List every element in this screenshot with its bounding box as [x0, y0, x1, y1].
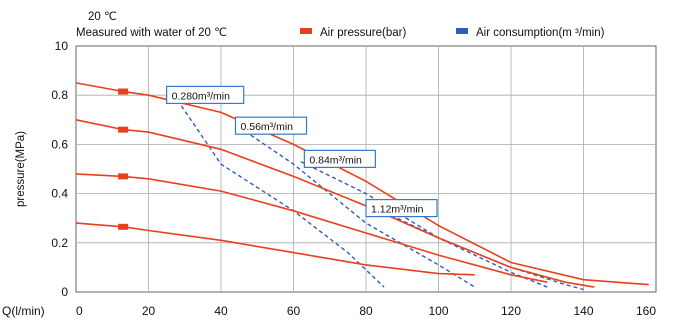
- y-tick-label: 0.8: [51, 88, 68, 102]
- x-tick-label: 60: [287, 304, 301, 318]
- x-tick-label: 80: [359, 304, 373, 318]
- legend-pressure-label: Air pressure(bar): [320, 27, 406, 39]
- x-tick-label: 140: [573, 304, 593, 318]
- y-axis-ticks: 0 0.2 0.4 0.6 0.8 10: [51, 39, 68, 299]
- legend: Air pressure(bar) Air consumption(m ³/mi…: [300, 27, 605, 39]
- consumption-label-box: [303, 149, 376, 168]
- y-tick-label: 0.2: [51, 236, 68, 250]
- legend-pressure-swatch: [300, 28, 312, 34]
- pressure-marker: [118, 126, 129, 133]
- consumption-label-box: [365, 198, 438, 218]
- y-tick-label: 0.6: [51, 137, 68, 151]
- header-measurement-note: Measured with water of 20 ℃: [76, 27, 227, 39]
- legend-consumption-label: Air consumption(m ³/min): [476, 27, 605, 39]
- x-tick-label: 20: [142, 304, 156, 318]
- x-tick-label: 160: [636, 304, 656, 318]
- y-axis-label: pressure(MPa): [15, 131, 27, 207]
- consumption-label-box: [234, 116, 308, 135]
- pressure-markers: [118, 88, 129, 230]
- air-consumption-line: [238, 126, 476, 288]
- consumption-labels: 0.280m³/min 0.56m³/min 0.84m³/min 1.12m³/mi…: [166, 85, 438, 218]
- y-tick-label: 0.4: [51, 187, 68, 201]
- x-axis-label: Q(l/min): [2, 304, 45, 318]
- y-tick-label: 10: [55, 39, 69, 53]
- pressure-marker: [118, 223, 129, 230]
- consumption-label-text: 0.280m³/min: [172, 90, 231, 102]
- x-tick-label: 0: [76, 304, 83, 318]
- legend-consumption-swatch: [456, 28, 468, 34]
- x-tick-label: 100: [428, 304, 448, 318]
- x-tick-label: 40: [214, 304, 228, 318]
- consumption-label-text: 1.12m³/min: [371, 204, 424, 216]
- consumption-label-text: 0.56m³/min: [241, 121, 294, 133]
- air-pressure-line: [75, 173, 548, 283]
- pressure-marker: [118, 88, 129, 95]
- pressure-marker: [118, 173, 129, 180]
- y-tick-label: 0: [61, 285, 68, 299]
- air-pressure-line: [75, 119, 595, 288]
- consumption-label-box: [166, 85, 245, 105]
- x-axis-ticks: 0 20 40 60 80 100 120 140 160: [76, 304, 656, 318]
- grid-lines: [76, 46, 656, 292]
- consumption-label-text: 0.84m³/min: [309, 154, 362, 166]
- x-tick-label: 120: [501, 304, 521, 318]
- header-temperature: 20 ℃: [88, 11, 117, 23]
